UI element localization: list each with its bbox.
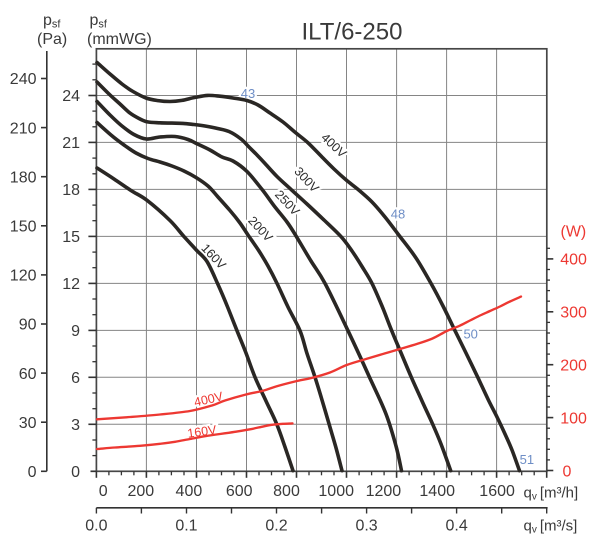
svg-text:120: 120	[10, 268, 37, 285]
svg-text:(mmWG): (mmWG)	[87, 31, 152, 48]
svg-text:1200: 1200	[366, 483, 402, 500]
svg-text:210: 210	[10, 120, 37, 137]
svg-text:48: 48	[391, 206, 405, 221]
svg-text:1400: 1400	[419, 483, 455, 500]
svg-text:0.4: 0.4	[446, 517, 468, 534]
svg-text:300: 300	[560, 305, 587, 322]
svg-text:200: 200	[127, 483, 154, 500]
svg-text:9: 9	[71, 323, 80, 340]
svg-text:30: 30	[19, 415, 37, 432]
svg-text:0: 0	[71, 464, 80, 481]
svg-text:12: 12	[62, 276, 80, 293]
svg-text:0: 0	[99, 483, 108, 500]
svg-text:0.0: 0.0	[85, 517, 107, 534]
svg-text:100: 100	[560, 410, 587, 427]
svg-text:0.1: 0.1	[175, 517, 197, 534]
svg-text:1600: 1600	[479, 483, 515, 500]
svg-text:51: 51	[520, 452, 534, 467]
svg-text:24: 24	[62, 88, 80, 105]
svg-text:800: 800	[273, 483, 300, 500]
svg-text:50: 50	[463, 327, 477, 342]
svg-text:18: 18	[62, 182, 80, 199]
svg-text:21: 21	[62, 135, 80, 152]
svg-text:240: 240	[10, 71, 37, 88]
svg-text:0.3: 0.3	[355, 517, 377, 534]
svg-text:60: 60	[19, 366, 37, 383]
svg-text:(W): (W)	[561, 223, 587, 240]
svg-text:ILT/6-250: ILT/6-250	[302, 19, 403, 46]
svg-text:43: 43	[241, 86, 255, 101]
svg-text:0.2: 0.2	[265, 517, 287, 534]
svg-text:400: 400	[560, 252, 587, 269]
svg-text:200: 200	[560, 357, 587, 374]
svg-text:48: 48	[391, 206, 405, 221]
svg-text:3: 3	[71, 417, 80, 434]
svg-text:51: 51	[520, 452, 534, 467]
svg-text:qv [m³/h]: qv [m³/h]	[524, 485, 579, 503]
svg-text:0: 0	[28, 464, 37, 481]
svg-text:(Pa): (Pa)	[37, 31, 67, 48]
svg-text:150: 150	[10, 219, 37, 236]
svg-text:6: 6	[71, 370, 80, 387]
svg-text:0: 0	[563, 464, 572, 481]
svg-text:15: 15	[62, 229, 80, 246]
svg-text:600: 600	[226, 483, 253, 500]
svg-text:qv [m³/s]: qv [m³/s]	[524, 517, 578, 535]
svg-text:90: 90	[19, 317, 37, 334]
svg-text:1000: 1000	[318, 483, 354, 500]
svg-text:400: 400	[176, 483, 203, 500]
svg-text:50: 50	[463, 327, 477, 342]
svg-text:180: 180	[10, 169, 37, 186]
